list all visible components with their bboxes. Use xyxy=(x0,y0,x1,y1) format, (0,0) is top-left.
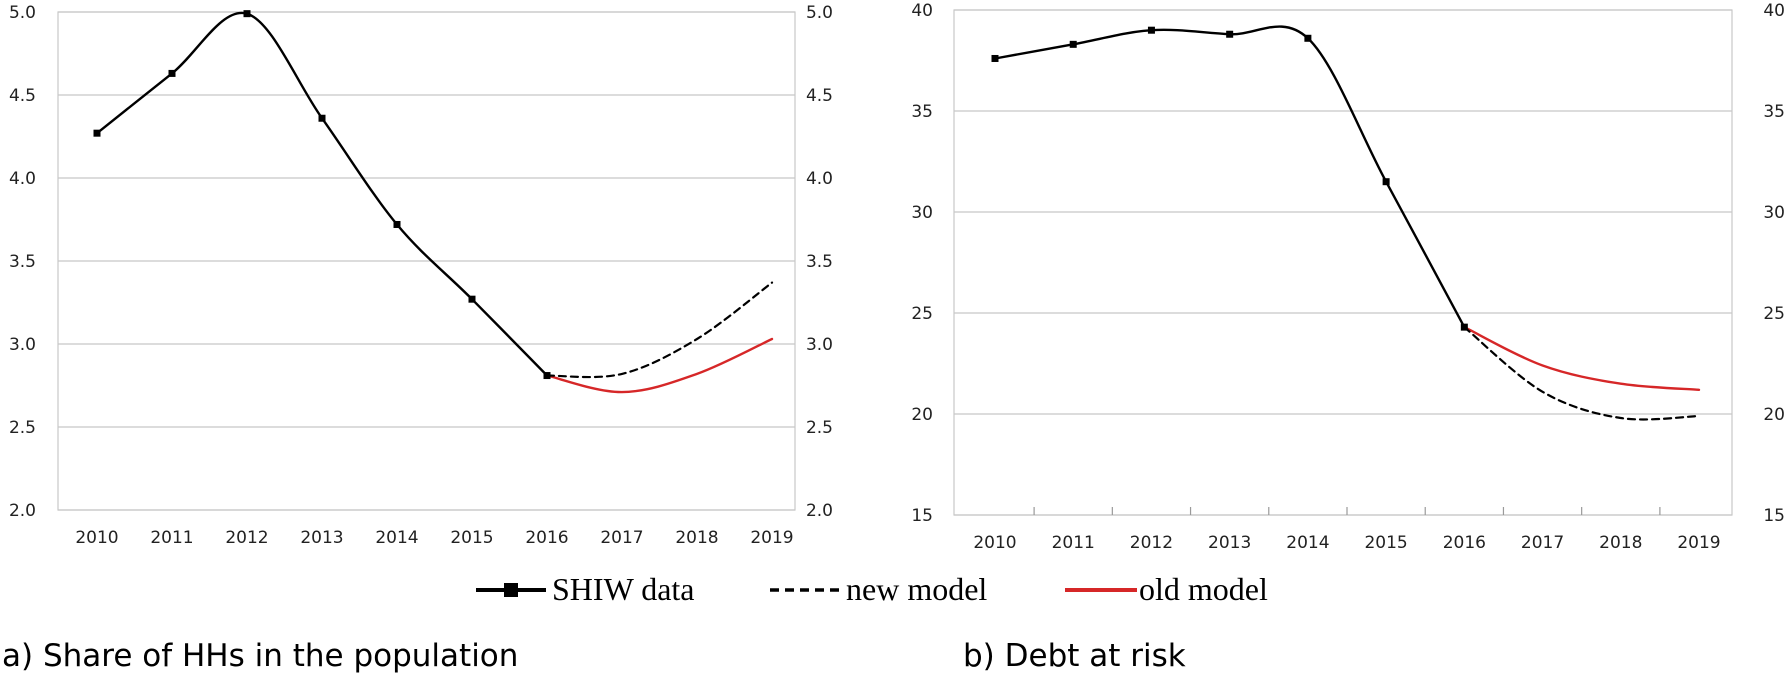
series-line-new-model-b xyxy=(1463,326,1701,421)
data-point-shiw-a xyxy=(393,220,401,228)
data-point-shiw-a xyxy=(243,10,251,18)
x-tick-label-a: 2016 xyxy=(525,528,568,548)
legend: SHIW data new model old model xyxy=(476,571,1268,607)
data-point-shiw-a xyxy=(543,372,551,380)
data-point-shiw-b xyxy=(1147,26,1155,34)
x-tick-label-a: 2015 xyxy=(450,528,493,548)
x-tick-label-b: 2012 xyxy=(1130,533,1173,553)
legend-marker-shiw xyxy=(504,583,518,597)
y2-tick-label-a: 3.5 xyxy=(806,252,833,272)
series-line-shiw-a xyxy=(95,11,549,377)
data-point-shiw-b xyxy=(991,54,999,62)
y2-tick-label-a: 2.5 xyxy=(806,418,833,438)
y-tick-label-a: 3.5 xyxy=(9,252,36,272)
legend-label-shiw: SHIW data xyxy=(552,571,694,607)
y2-tick-label-b: 15 xyxy=(1763,506,1785,526)
y2-tick-label-a: 2.0 xyxy=(806,501,833,521)
y2-tick-label-a: 4.5 xyxy=(806,86,833,106)
x-tick-label-b: 2019 xyxy=(1677,533,1720,553)
x-tick-label-b: 2014 xyxy=(1286,533,1329,553)
x-tick-label-a: 2017 xyxy=(600,528,643,548)
legend-label-new-model: new model xyxy=(846,571,987,607)
y-tick-label-a: 3.0 xyxy=(9,335,36,355)
x-tick-label-a: 2012 xyxy=(225,528,268,548)
y-tick-label-b: 35 xyxy=(911,102,933,122)
y2-tick-label-a: 5.0 xyxy=(806,3,833,23)
y2-tick-label-b: 35 xyxy=(1763,102,1785,122)
data-point-shiw-b xyxy=(1460,323,1468,331)
data-point-shiw-a xyxy=(318,114,326,122)
y2-tick-label-b: 40 xyxy=(1763,1,1785,21)
y2-tick-label-a: 4.0 xyxy=(806,169,833,189)
y-tick-label-b: 20 xyxy=(911,405,933,425)
series-line-new-model-a xyxy=(545,281,774,379)
x-tick-label-b: 2010 xyxy=(973,533,1016,553)
y2-tick-label-b: 20 xyxy=(1763,405,1785,425)
data-point-shiw-b xyxy=(1304,34,1312,42)
caption-a: a) Share of HHs in the population xyxy=(2,638,518,674)
data-point-shiw-a xyxy=(93,129,101,137)
legend-item-old-model: old model xyxy=(1065,571,1268,607)
legend-item-shiw: SHIW data xyxy=(476,571,694,607)
data-point-shiw-b xyxy=(1069,40,1077,48)
chart-panel-b: 15 15 20 20 25 25 30 30 35 35 40 40 2010 2011 2012 2013… xyxy=(911,1,1785,553)
y-tick-label-a: 5.0 xyxy=(9,3,36,23)
x-tick-label-a: 2011 xyxy=(150,528,193,548)
x-tick-label-b: 2015 xyxy=(1364,533,1407,553)
data-point-shiw-a xyxy=(468,295,476,303)
legend-label-old-model: old model xyxy=(1139,571,1268,607)
x-tick-label-a: 2010 xyxy=(75,528,118,548)
x-tick-label-b: 2013 xyxy=(1208,533,1251,553)
y-tick-label-b: 25 xyxy=(911,304,933,324)
y-tick-label-b: 15 xyxy=(911,506,933,526)
data-point-shiw-b xyxy=(1226,30,1234,38)
y2-tick-label-a: 3.0 xyxy=(806,335,833,355)
y-tick-label-b: 30 xyxy=(911,203,933,223)
y-tick-label-a: 2.0 xyxy=(9,501,36,521)
data-point-shiw-a xyxy=(168,69,176,77)
y2-tick-label-b: 30 xyxy=(1763,203,1785,223)
y2-tick-label-b: 25 xyxy=(1763,304,1785,324)
y-tick-label-a: 4.0 xyxy=(9,169,36,189)
series-line-old-model-a xyxy=(545,337,774,394)
caption-b: b) Debt at risk xyxy=(963,638,1186,674)
data-point-shiw-b xyxy=(1382,178,1390,186)
chart-panel-a: 2.0 2.0 2.5 2.5 3.0 3.0 3.5 3.5 4.0 4.0 4.5 4.5 5.0 5… xyxy=(9,3,833,548)
y-tick-label-a: 2.5 xyxy=(9,418,36,438)
x-tick-label-a: 2013 xyxy=(300,528,343,548)
legend-item-new-model: new model xyxy=(770,571,987,607)
y-tick-label-b: 40 xyxy=(911,1,933,21)
x-tick-label-a: 2014 xyxy=(375,528,418,548)
x-tick-label-b: 2011 xyxy=(1052,533,1095,553)
y-tick-label-a: 4.5 xyxy=(9,86,36,106)
series-line-shiw-b xyxy=(993,25,1466,329)
x-tick-label-b: 2018 xyxy=(1599,533,1642,553)
x-tick-label-a: 2019 xyxy=(750,528,793,548)
x-tick-label-a: 2018 xyxy=(675,528,718,548)
plot-area-b xyxy=(953,9,1733,516)
x-tick-label-b: 2016 xyxy=(1443,533,1486,553)
series-line-old-model-b xyxy=(1463,325,1701,391)
x-tick-label-b: 2017 xyxy=(1521,533,1564,553)
